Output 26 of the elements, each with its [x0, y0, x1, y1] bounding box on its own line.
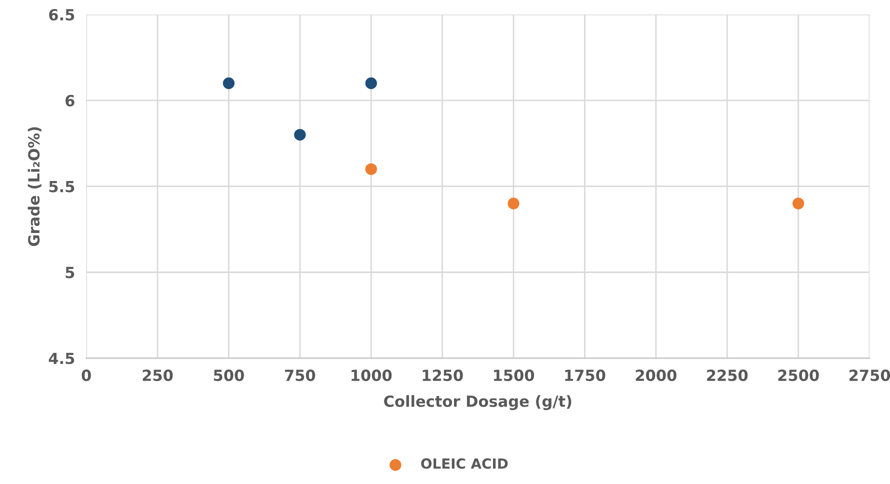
x-tick-label: 1500 — [494, 370, 534, 382]
y-tick-label: 4.5 — [48, 352, 74, 364]
y-tick-label: 6 — [66, 94, 74, 106]
x-tick-label: 1000 — [352, 370, 392, 382]
legend-label: OLEIC ACID — [421, 458, 508, 469]
y-tick-label: 6.5 — [49, 9, 74, 21]
x-tick-label: 1250 — [422, 370, 463, 382]
x-tick-label: 250 — [142, 370, 173, 382]
x-tick-label: 2500 — [778, 370, 819, 382]
point — [792, 198, 804, 210]
point — [508, 198, 520, 210]
x-tick-label: 1750 — [565, 370, 606, 382]
x-tick-label: 0 — [82, 370, 91, 382]
point — [365, 163, 377, 176]
x-axis-title: Collector Dosage (g/t) — [384, 395, 572, 410]
x-tick-label: 500 — [214, 370, 244, 382]
x-tick-label: 2000 — [636, 370, 676, 382]
point — [294, 128, 306, 141]
point — [365, 77, 377, 90]
x-tick-label: 2250 — [707, 370, 748, 382]
y-tick-label: 5 — [66, 266, 74, 278]
y-tick-label: 5.5 — [49, 181, 74, 192]
y-axis-title: Grade (Li₂O%) — [28, 127, 42, 246]
point — [222, 77, 235, 90]
x-tick-label: 750 — [285, 370, 316, 382]
x-tick-label: 2750 — [849, 370, 890, 382]
